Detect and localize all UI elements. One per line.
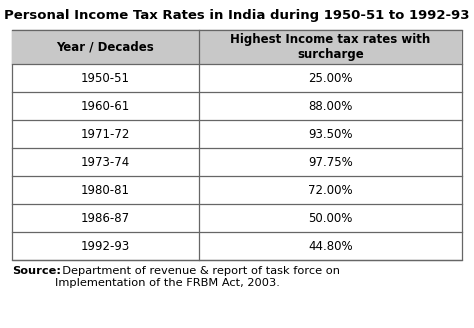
Text: 50.00%: 50.00%: [308, 212, 353, 224]
Text: 1973-74: 1973-74: [81, 155, 130, 169]
Text: 93.50%: 93.50%: [308, 128, 353, 140]
Text: 1950-51: 1950-51: [81, 72, 130, 85]
Text: Highest Income tax rates with
surcharge: Highest Income tax rates with surcharge: [230, 33, 430, 61]
Text: Personal Income Tax Rates in India during 1950-51 to 1992-93: Personal Income Tax Rates in India durin…: [4, 10, 470, 23]
Text: Year / Decades: Year / Decades: [56, 40, 154, 53]
Text: 1986-87: 1986-87: [81, 212, 130, 224]
Text: 88.00%: 88.00%: [308, 99, 353, 113]
Text: Source:: Source:: [12, 266, 61, 276]
Text: 97.75%: 97.75%: [308, 155, 353, 169]
Text: 1960-61: 1960-61: [81, 99, 130, 113]
Text: 1992-93: 1992-93: [81, 239, 130, 253]
Text: 44.80%: 44.80%: [308, 239, 353, 253]
Text: 72.00%: 72.00%: [308, 183, 353, 196]
Text: 25.00%: 25.00%: [308, 72, 353, 85]
Bar: [12, 30, 462, 64]
Text: 1980-81: 1980-81: [81, 183, 130, 196]
Bar: [12, 30, 462, 260]
Text: Department of revenue & report of task force on
Implementation of the FRBM Act, : Department of revenue & report of task f…: [55, 266, 340, 288]
Text: 1971-72: 1971-72: [81, 128, 130, 140]
